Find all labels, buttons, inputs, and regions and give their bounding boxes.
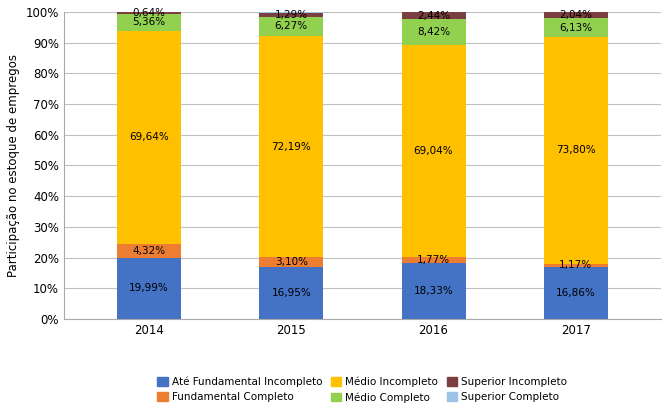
Bar xyxy=(117,258,181,319)
Text: 16,95%: 16,95% xyxy=(271,288,311,298)
Text: 73,80%: 73,80% xyxy=(556,145,596,155)
Bar xyxy=(544,267,608,319)
Bar xyxy=(259,267,323,319)
Bar xyxy=(544,37,608,264)
Text: 1,77%: 1,77% xyxy=(417,255,450,265)
Bar xyxy=(117,31,181,244)
Bar xyxy=(544,18,608,37)
Bar xyxy=(544,264,608,267)
Bar xyxy=(259,16,323,36)
Text: 1,17%: 1,17% xyxy=(559,261,593,270)
Text: 16,86%: 16,86% xyxy=(556,288,596,298)
Bar xyxy=(259,12,323,13)
Text: 72,19%: 72,19% xyxy=(271,142,311,152)
Bar xyxy=(259,36,323,257)
Y-axis label: Participação no estoque de empregos: Participação no estoque de empregos xyxy=(7,54,20,277)
Text: 69,64%: 69,64% xyxy=(129,133,169,142)
Bar xyxy=(259,257,323,267)
Bar xyxy=(117,244,181,258)
Bar xyxy=(117,14,181,31)
Text: 3,10%: 3,10% xyxy=(275,257,308,267)
Text: 0,64%: 0,64% xyxy=(132,8,166,18)
Bar xyxy=(544,12,608,18)
Bar xyxy=(401,12,466,20)
Text: 18,33%: 18,33% xyxy=(413,286,454,296)
Bar xyxy=(401,263,466,319)
Bar xyxy=(401,257,466,263)
Text: 6,13%: 6,13% xyxy=(559,22,593,33)
Bar xyxy=(401,20,466,45)
Text: 19,99%: 19,99% xyxy=(129,283,169,293)
Text: 5,36%: 5,36% xyxy=(132,17,166,27)
Text: 6,27%: 6,27% xyxy=(275,21,308,31)
Text: 1,29%: 1,29% xyxy=(275,9,308,20)
Bar xyxy=(259,13,323,16)
Text: 8,42%: 8,42% xyxy=(417,27,450,37)
Text: 2,44%: 2,44% xyxy=(417,11,450,21)
Text: 69,04%: 69,04% xyxy=(413,146,454,156)
Bar xyxy=(401,45,466,257)
Text: 2,04%: 2,04% xyxy=(559,10,593,20)
Text: 4,32%: 4,32% xyxy=(132,246,166,256)
Bar xyxy=(117,12,181,14)
Legend: Até Fundamental Incompleto, Fundamental Completo, Médio Incompleto, Médio Comple: Até Fundamental Incompleto, Fundamental … xyxy=(154,373,570,406)
